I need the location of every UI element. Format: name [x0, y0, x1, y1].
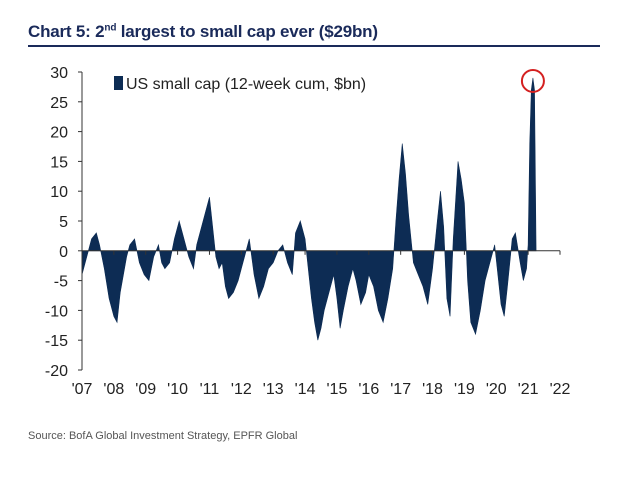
y-tick-label: 15	[50, 154, 68, 171]
chart-svg: 30 25 20 15 10 5 0 -5 -10 -15 -20'07 '08 '09 '10 '11 '1…	[45, 65, 571, 398]
x-tick-label: '07	[72, 381, 93, 398]
chart-title: Chart 5: 2nd largest to small cap ever (…	[28, 22, 378, 42]
x-tick-label: '20	[486, 381, 507, 398]
x-tick-label: '09	[135, 381, 156, 398]
y-tick-label: -5	[54, 274, 68, 291]
x-tick-label: '14	[295, 381, 316, 398]
x-tick-label: '10	[167, 381, 188, 398]
legend-label: US small cap (12-week cum, $bn)	[126, 76, 366, 93]
x-tick-label: '22	[550, 381, 571, 398]
x-tick-label: '12	[231, 381, 252, 398]
legend-swatch	[114, 76, 123, 90]
x-tick-label: '19	[454, 381, 475, 398]
x-tick-label: '18	[422, 381, 443, 398]
highlight-circle	[520, 68, 545, 93]
y-tick-label: -20	[45, 363, 68, 380]
chart-title-suffix: largest to small cap ever ($29bn)	[116, 22, 378, 41]
x-tick-label: '13	[263, 381, 284, 398]
series-area-us-small-cap	[81, 77, 537, 341]
x-tick-label: '21	[518, 381, 539, 398]
chart-title-prefix: Chart 5: 2	[28, 22, 105, 41]
source-note: Source: BofA Global Investment Strategy,…	[28, 430, 298, 442]
title-underline	[28, 45, 600, 47]
y-tick-label: -15	[45, 333, 68, 350]
y-tick-label: 20	[50, 125, 68, 142]
y-tick-label: 10	[50, 184, 68, 201]
y-tick-label: 0	[59, 244, 68, 261]
x-tick-label: '11	[200, 381, 220, 398]
y-tick-label: -10	[45, 303, 68, 320]
x-tick-label: '15	[327, 381, 348, 398]
x-tick-label: '08	[103, 381, 124, 398]
y-tick-label: 5	[59, 214, 68, 231]
x-tick-label: '17	[390, 381, 411, 398]
y-tick-label: 30	[50, 65, 68, 82]
y-tick-label: 25	[50, 95, 68, 112]
chart-title-superscript: nd	[104, 22, 117, 34]
x-tick-label: '16	[358, 381, 379, 398]
